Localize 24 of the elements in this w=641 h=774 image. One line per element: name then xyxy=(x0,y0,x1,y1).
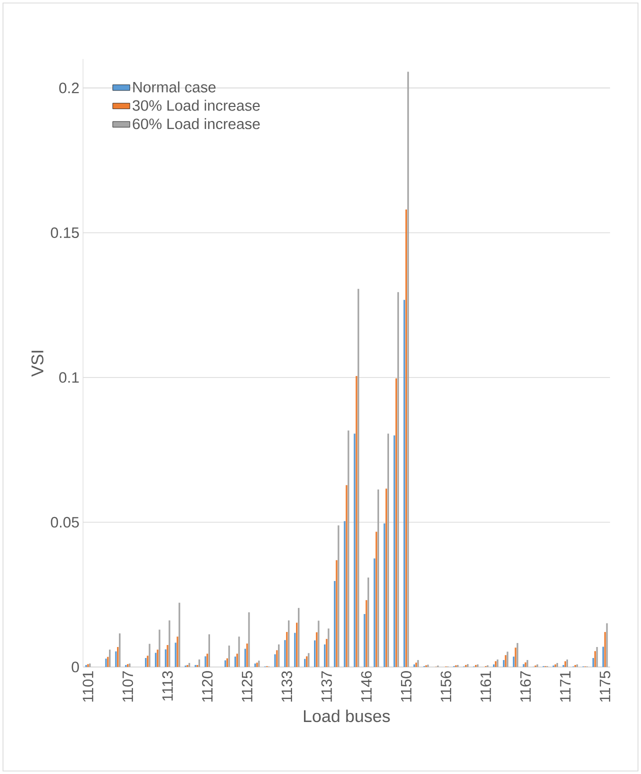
x-tick-label: 1175 xyxy=(600,671,610,702)
y-axis-title: VSI xyxy=(31,350,44,377)
x-tick-label: 1120 xyxy=(202,671,213,702)
x-tick-label: 1113 xyxy=(162,671,173,701)
x-tick-label: 1137 xyxy=(321,671,332,702)
y-tick-label: 0.2 xyxy=(59,82,79,94)
x-tick-label: 1133 xyxy=(282,671,292,702)
y-tick-label: 0.05 xyxy=(50,516,79,528)
legend-label: 60% Load increase xyxy=(132,118,260,130)
x-tick-label: 1101 xyxy=(82,671,94,702)
x-tick-label: 1125 xyxy=(242,671,252,702)
y-tick-label: 0.15 xyxy=(50,227,79,238)
y-tick-label: 0 xyxy=(72,662,79,672)
x-tick-label: 1146 xyxy=(361,671,372,702)
y-tick-label: 0.1 xyxy=(59,372,79,383)
x-tick-label: 1150 xyxy=(400,671,412,702)
legend-label: Normal case xyxy=(133,81,216,92)
x-tick-label: 1107 xyxy=(122,671,134,702)
x-axis-title: Load buses xyxy=(304,710,390,722)
legend-label: 30% Load increase xyxy=(132,100,260,111)
x-tick-label: 1171 xyxy=(560,671,570,702)
x-tick-label: 1161 xyxy=(480,671,492,702)
x-tick-label: 1156 xyxy=(440,671,452,702)
x-tick-label: 1167 xyxy=(520,671,531,702)
